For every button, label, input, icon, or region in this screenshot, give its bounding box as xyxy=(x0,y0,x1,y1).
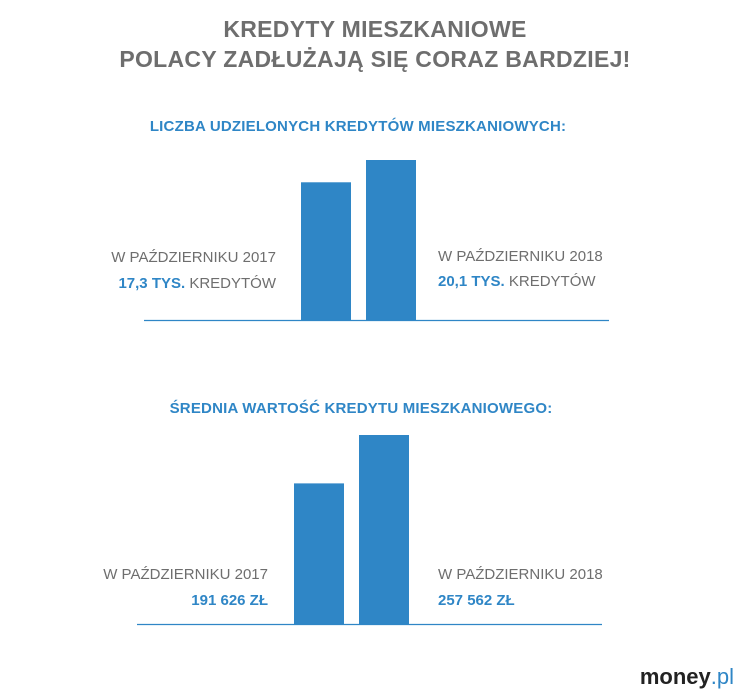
chart1-left-period: W PAŹDZIERNIKU 2017 xyxy=(111,249,276,266)
chart1-title: LICZBA UDZIELONYCH KREDYTÓW MIESZKANIOWY… xyxy=(149,118,567,135)
chart1-right-suffix: KREDYTÓW xyxy=(508,273,596,290)
chart1-bar-1 xyxy=(301,182,351,320)
chart2-title: ŚREDNIA WARTOŚĆ KREDYTU MIESZKANIOWEGO: xyxy=(169,400,553,417)
chart2-right-period: W PAŹDZIERNIKU 2018 xyxy=(438,566,603,583)
chart1-left-number: 17,3 TYS. xyxy=(118,275,186,292)
chart1-right-value: 20,1 TYS. KREDYTÓW xyxy=(438,273,596,290)
chart2-right-value: 257 562 ZŁ xyxy=(438,592,515,609)
chart1-left-value: 17,3 TYS. KREDYTÓW xyxy=(118,275,276,292)
brand-logo: money.pl xyxy=(639,664,734,689)
chart2-left-period: W PAŹDZIERNIKU 2017 xyxy=(103,566,268,583)
chart1-left-suffix: KREDYTÓW xyxy=(189,275,276,292)
page-title-line1: KREDYTY MIESZKANIOWE xyxy=(223,16,527,42)
page-title-line2: POLACY ZADŁUŻAJĄ SIĘ CORAZ BARDZIEJ! xyxy=(119,46,631,72)
chart1-right-period: W PAŹDZIERNIKU 2018 xyxy=(438,248,603,265)
chart2-bar-2 xyxy=(359,435,409,624)
chart1-bar-2 xyxy=(366,160,416,320)
chart2-bar-1 xyxy=(294,483,344,624)
chart1-right-number: 20,1 TYS. xyxy=(438,273,505,290)
chart2-left-value: 191 626 ZŁ xyxy=(191,592,268,609)
